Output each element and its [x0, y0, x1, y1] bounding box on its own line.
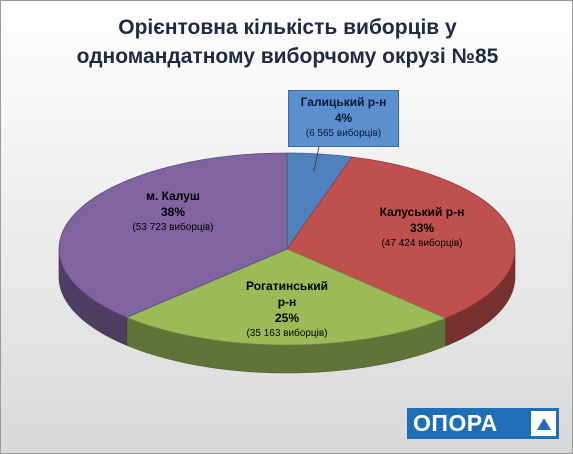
slice-label-rohatynskyi: Рогатинський р-н 25% (35 163 виборців)	[227, 278, 347, 341]
leader-line-galytskyi	[313, 146, 320, 172]
pie-slice-kaluskyi	[286, 156, 516, 319]
slice-percent: 25%	[274, 311, 300, 325]
slice-name: Галицький р-н	[300, 95, 387, 109]
slice-name-line-1: Рогатинський	[245, 279, 329, 293]
slice-voters: (6 565 виборців)	[305, 128, 382, 139]
slice-percent: 33%	[409, 221, 435, 235]
slice-voters: (47 424 виборців)	[381, 238, 463, 249]
slice-label-kaluskyi: Калуський р-н 33% (47 424 виборців)	[363, 204, 481, 251]
slice-name-line-2: р-н	[277, 295, 297, 309]
chart-title: Орієнтовна кількість виборців у одноманд…	[1, 13, 572, 71]
pie-slice-kalush	[58, 152, 288, 318]
slice-percent: 4%	[334, 111, 353, 125]
slice-voters: (35 163 виборців)	[246, 328, 328, 339]
chart-title-line-2: одномандатному виборчому окрузі №85	[76, 45, 499, 68]
slice-label-galytskyi: Галицький р-н 4% (6 565 виборців)	[288, 90, 399, 147]
logo-triangle-icon	[531, 411, 556, 436]
slice-name: Калуський р-н	[379, 205, 465, 219]
logo-text: ОПОРА	[413, 410, 498, 436]
chart-title-line-1: Орієнтовна кількість виборців у	[118, 16, 457, 39]
slice-label-kalush: м. Калуш 38% (53 723 виборців)	[113, 188, 233, 235]
slice-percent: 38%	[160, 205, 186, 219]
pie-slice-rohatynskyi	[125, 248, 447, 346]
slice-voters: (53 723 виборців)	[132, 222, 214, 233]
slice-name: м. Калуш	[146, 189, 200, 203]
opora-logo: ОПОРА	[407, 408, 559, 439]
